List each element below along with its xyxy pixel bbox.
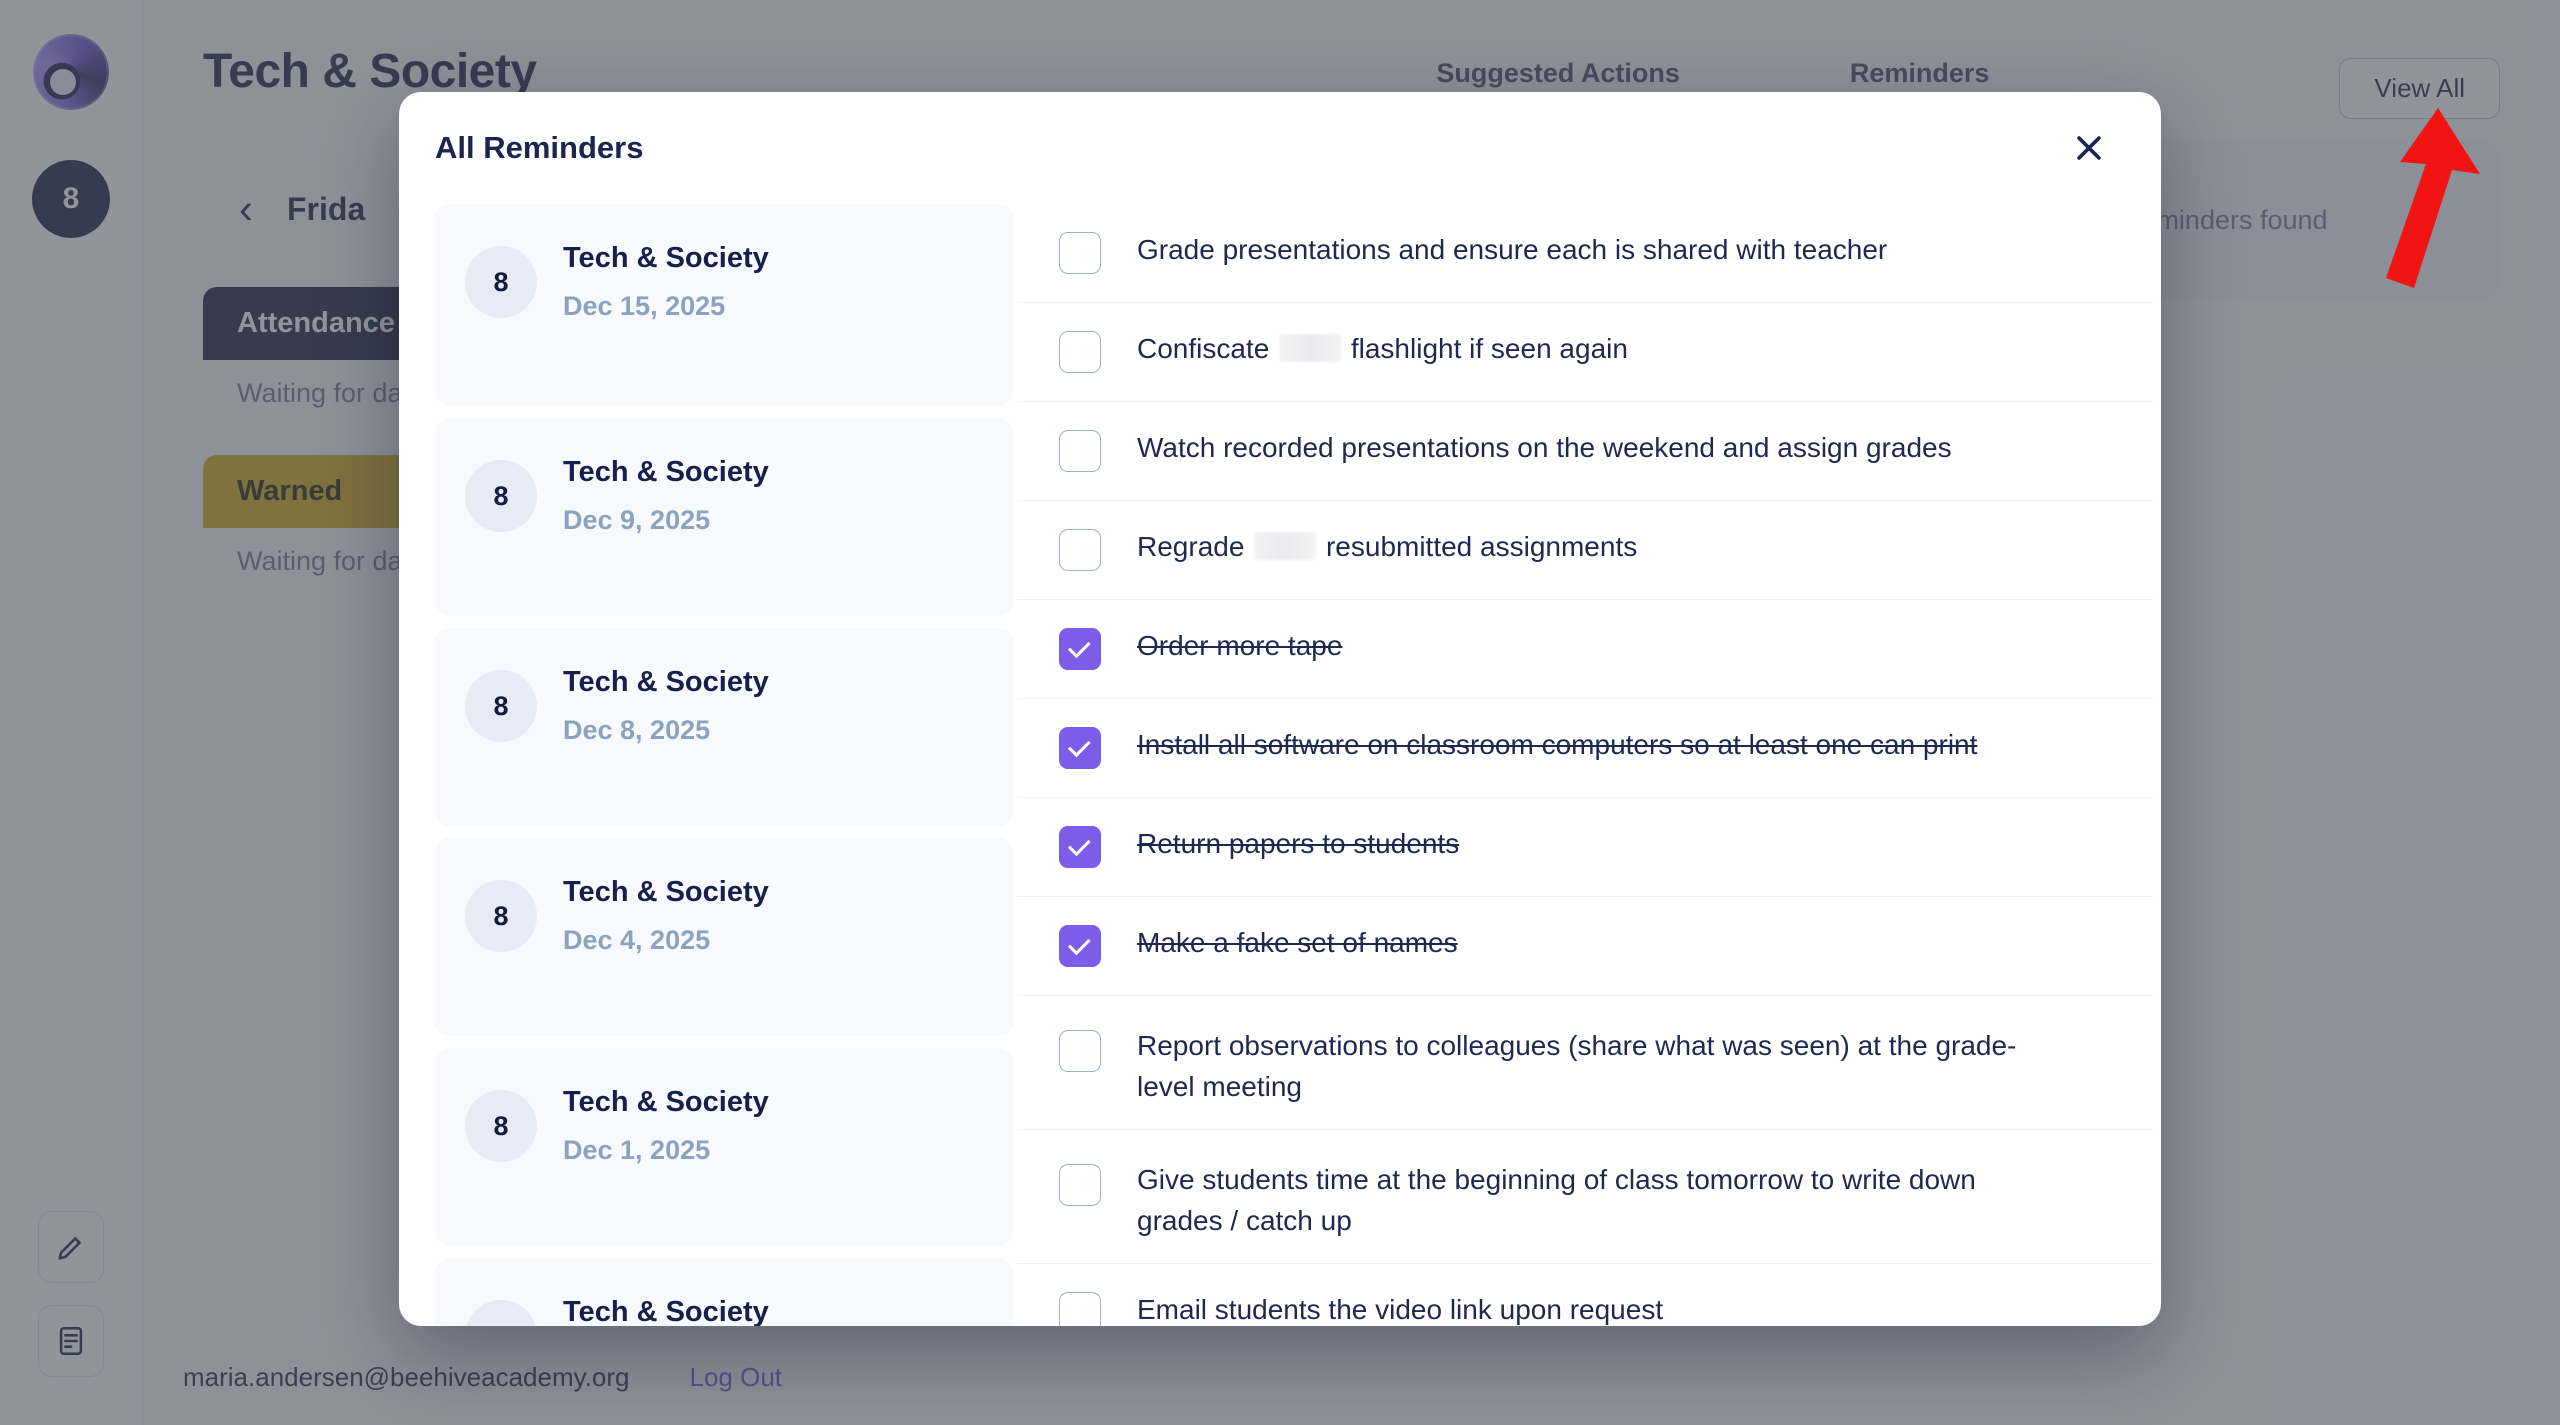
task-label: Order more tape xyxy=(1137,630,1343,661)
task-text-pre: Regrade xyxy=(1137,531,1245,562)
task-row[interactable]: Grade presentations and ensure each is s… xyxy=(1017,204,2153,303)
group-count-badge: 8 xyxy=(465,460,537,532)
annotation-arrow-icon xyxy=(2386,108,2480,288)
task-checkbox[interactable] xyxy=(1059,331,1101,373)
task-checkbox[interactable] xyxy=(1059,628,1101,670)
group-name: Tech & Society xyxy=(563,456,769,488)
task-label: Give students time at the beginning of c… xyxy=(1137,1164,1976,1236)
group-date: Dec 8, 2025 xyxy=(563,715,711,745)
group-date: Dec 15, 2025 xyxy=(563,291,726,321)
task-checkbox[interactable] xyxy=(1059,925,1101,967)
task-label: Make a fake set of names xyxy=(1137,927,1458,958)
task-label: Grade presentations and ensure each is s… xyxy=(1137,234,1888,265)
task-row[interactable]: Email students the video link upon reque… xyxy=(1017,1264,2153,1326)
task-row[interactable]: Confiscate flashlight if seen again xyxy=(1017,303,2153,402)
modal-header: All Reminders xyxy=(399,92,2161,204)
task-checkbox[interactable] xyxy=(1059,232,1101,274)
task-row[interactable]: Return papers to students xyxy=(1017,798,2153,897)
reminder-group-card[interactable]: 8 Tech & Society Dec 1, 2025 xyxy=(435,1048,1013,1246)
task-checkbox[interactable] xyxy=(1059,1292,1101,1326)
task-label: Return papers to students xyxy=(1137,828,1460,859)
task-text-post: flashlight if seen again xyxy=(1350,333,1628,364)
reminder-tasks-list[interactable]: Grade presentations and ensure each is s… xyxy=(1017,204,2161,1326)
group-count-badge: 8 xyxy=(465,880,537,952)
group-count-badge: 8 xyxy=(465,1300,537,1326)
group-name: Tech & Society xyxy=(563,876,769,908)
task-checkbox[interactable] xyxy=(1059,529,1101,571)
reminder-groups-list[interactable]: 8 Tech & Society Dec 15, 2025 8 Tech & S… xyxy=(399,204,1017,1326)
reminder-group-card[interactable]: 8 Tech & Society Dec 9, 2025 xyxy=(435,418,1013,616)
task-checkbox[interactable] xyxy=(1059,826,1101,868)
group-name: Tech & Society xyxy=(563,1296,769,1326)
task-row[interactable]: Order more tape xyxy=(1017,600,2153,699)
group-count-badge: 8 xyxy=(465,246,537,318)
close-icon[interactable] xyxy=(2065,124,2113,172)
task-checkbox[interactable] xyxy=(1059,727,1101,769)
task-text-pre: Confiscate xyxy=(1137,333,1270,364)
task-label: Confiscate flashlight if seen again xyxy=(1137,303,1628,392)
redacted-name xyxy=(1279,334,1342,362)
task-row[interactable]: Make a fake set of names xyxy=(1017,897,2153,996)
all-reminders-modal: All Reminders 8 Tech & Society Dec 15, 2… xyxy=(399,92,2161,1326)
task-label: Regrade resubmitted assignments xyxy=(1137,501,1637,590)
task-text-post: resubmitted assignments xyxy=(1325,531,1638,562)
redacted-name xyxy=(1254,532,1317,560)
group-name: Tech & Society xyxy=(563,1086,769,1118)
reminder-group-card[interactable]: 8 Tech & Society Dec 15, 2025 xyxy=(435,204,1013,406)
task-checkbox[interactable] xyxy=(1059,1164,1101,1207)
reminder-group-card[interactable]: 8 Tech & Society Dec 8, 2025 xyxy=(435,628,1013,826)
reminder-group-card[interactable]: 8 Tech & Society xyxy=(435,1258,1013,1326)
task-checkbox[interactable] xyxy=(1059,430,1101,472)
group-name: Tech & Society xyxy=(563,666,769,698)
modal-body: 8 Tech & Society Dec 15, 2025 8 Tech & S… xyxy=(399,204,2161,1326)
modal-title: All Reminders xyxy=(435,130,644,165)
reminder-group-card[interactable]: 8 Tech & Society Dec 4, 2025 xyxy=(435,838,1013,1036)
group-count-badge: 8 xyxy=(465,1090,537,1162)
task-label: Install all software on classroom comput… xyxy=(1137,729,1978,760)
group-date: Dec 1, 2025 xyxy=(563,1135,711,1165)
task-row[interactable]: Regrade resubmitted assignments xyxy=(1017,501,2153,600)
task-row[interactable]: Give students time at the beginning of c… xyxy=(1017,1130,2153,1265)
task-row[interactable]: Watch recorded presentations on the week… xyxy=(1017,402,2153,501)
task-label: Watch recorded presentations on the week… xyxy=(1137,432,1952,463)
group-name: Tech & Society xyxy=(563,242,769,274)
task-checkbox[interactable] xyxy=(1059,1030,1101,1072)
group-date: Dec 9, 2025 xyxy=(563,505,711,535)
task-label: Email students the video link upon reque… xyxy=(1137,1294,1664,1326)
task-row[interactable]: Report observations to colleagues (share… xyxy=(1017,996,2153,1131)
group-count-badge: 8 xyxy=(465,670,537,742)
group-date: Dec 4, 2025 xyxy=(563,925,711,955)
task-label: Report observations to colleagues (share… xyxy=(1137,1030,2017,1102)
task-row[interactable]: Install all software on classroom comput… xyxy=(1017,699,2153,798)
